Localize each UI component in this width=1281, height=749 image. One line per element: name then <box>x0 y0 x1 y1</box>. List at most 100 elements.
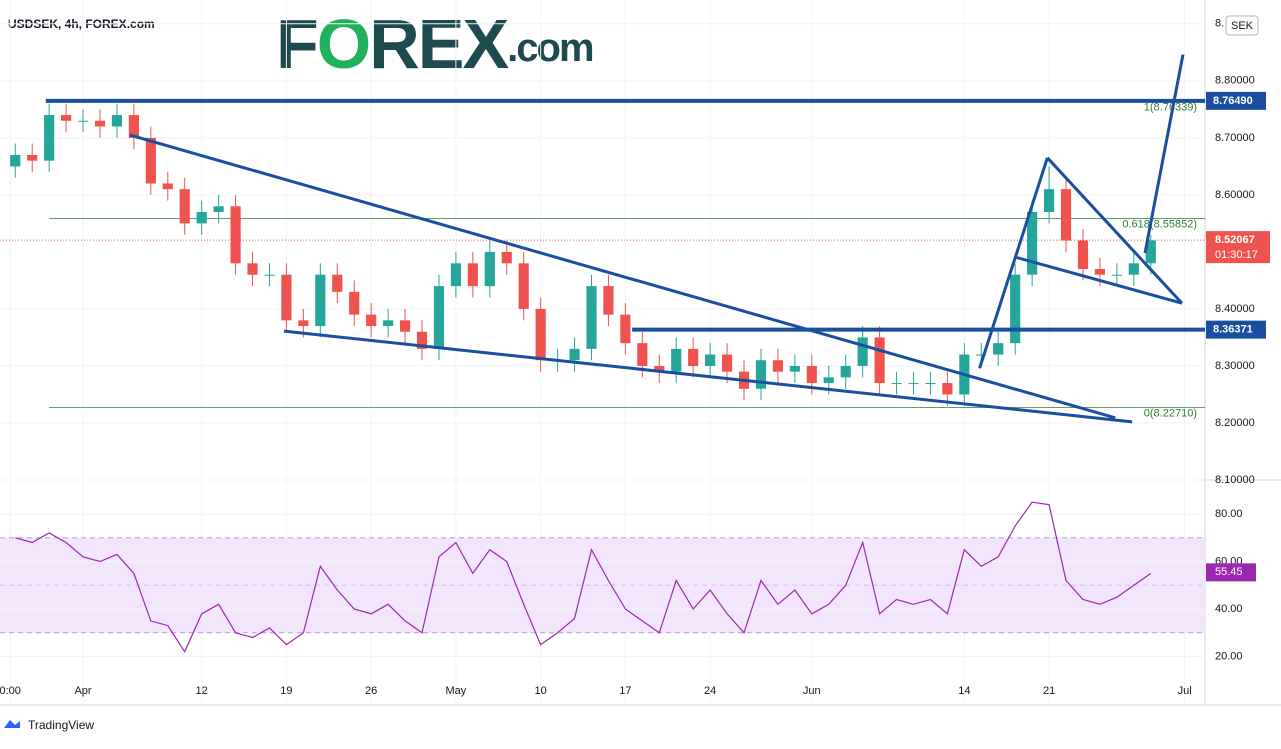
candle-body <box>976 354 987 356</box>
level-box <box>1206 91 1266 110</box>
candle-body <box>535 308 546 361</box>
trendline <box>283 329 1133 424</box>
candle-body <box>789 365 800 372</box>
candle-body <box>484 251 495 287</box>
candle-body <box>264 274 275 276</box>
candle-body <box>162 183 173 190</box>
x-tick-label: 0:00 <box>0 685 21 697</box>
trendline <box>1016 256 1183 305</box>
trendline <box>1143 54 1185 254</box>
x-tick-label: 21 <box>1043 685 1055 697</box>
x-tick-label: 24 <box>704 685 716 697</box>
x-tick-label: 14 <box>958 685 970 697</box>
candle-body <box>1027 211 1038 275</box>
candle-body <box>586 286 597 349</box>
fib-label: 0(8.22710) <box>1144 407 1197 419</box>
candle-body <box>721 354 733 372</box>
logo-part: F <box>276 5 317 83</box>
candle-body <box>366 314 377 327</box>
candle-body <box>654 365 665 372</box>
candle-body <box>10 154 21 167</box>
candle-body <box>44 115 55 161</box>
candle-body <box>755 360 767 389</box>
candle-body <box>1060 189 1072 241</box>
candle-body <box>230 206 241 264</box>
candle-body <box>569 348 580 361</box>
candle-body <box>1128 263 1139 275</box>
candle-body <box>637 343 648 366</box>
x-tick-label: Jun <box>803 685 821 697</box>
candle-body <box>908 383 919 385</box>
countdown: 01:30:17 <box>1215 249 1258 261</box>
tv-icon <box>4 720 20 728</box>
logo-part: O <box>317 5 369 83</box>
trendline <box>1046 156 1184 305</box>
candle-body <box>1043 189 1055 212</box>
logo-part: .com <box>507 26 593 70</box>
x-tick-label: May <box>446 685 467 697</box>
candle-body <box>281 274 292 321</box>
x-tick-label: 17 <box>619 685 631 697</box>
fib-label: 1(8.76339) <box>1144 102 1197 114</box>
candle-body <box>145 137 156 184</box>
current-price-box <box>1206 231 1270 264</box>
candle-body <box>298 320 309 327</box>
candle-body <box>111 115 123 127</box>
candle-body <box>196 211 207 224</box>
candle-body <box>620 314 631 344</box>
candle-body <box>179 189 190 224</box>
y-tick-label: 8.80000 <box>1215 75 1255 87</box>
candle-body <box>891 383 902 385</box>
currency-box[interactable] <box>1225 15 1259 36</box>
candle-body <box>399 320 411 332</box>
candle-body <box>213 206 224 212</box>
candle-body <box>1077 240 1089 270</box>
logo-part: REX <box>369 5 509 83</box>
y-tick-label: 80.00 <box>1215 508 1243 520</box>
candle-body <box>705 354 716 366</box>
candle-body <box>1094 269 1106 275</box>
level-label: 8.36371 <box>1213 324 1253 336</box>
fib-label: 0.618(8.55852) <box>1122 218 1197 230</box>
y-tick-label: 8.40000 <box>1215 303 1255 315</box>
candle-body <box>433 286 445 349</box>
candle-body <box>315 274 326 327</box>
candle-body <box>332 274 343 292</box>
candle-body <box>61 115 72 121</box>
logo: FOREX.com <box>276 5 593 83</box>
y-tick-label: 8. <box>1215 18 1224 30</box>
x-tick-label: 19 <box>280 685 292 697</box>
level-box <box>1206 320 1266 339</box>
rsi-last-label: 55.45 <box>1215 566 1243 578</box>
x-tick-label: 26 <box>365 685 377 697</box>
x-tick-label: Jul <box>1178 685 1192 697</box>
candle-body <box>874 337 885 384</box>
y-tick-label: 8.20000 <box>1215 417 1255 429</box>
candle-body <box>416 331 428 349</box>
candle-body <box>27 154 38 161</box>
rsi-line <box>15 501 1152 654</box>
candle-body <box>942 383 953 395</box>
candle-body <box>823 377 834 384</box>
candle-body <box>925 383 936 385</box>
y-tick-label: 8.30000 <box>1215 360 1255 372</box>
candle-body <box>806 365 817 384</box>
y-tick-label: 40.00 <box>1215 603 1243 615</box>
current-price-label: 8.52067 <box>1215 234 1255 246</box>
x-tick-label: 10 <box>535 685 547 697</box>
x-tick-label: Apr <box>74 685 91 697</box>
candle-body <box>993 343 1004 355</box>
candle-body <box>857 337 868 366</box>
candle-body <box>501 251 512 264</box>
candle-body <box>128 115 139 138</box>
y-tick-label: 20.00 <box>1215 650 1243 662</box>
candle-body <box>247 263 258 275</box>
footer[interactable]: TradingView <box>28 718 94 732</box>
candle-body <box>450 263 461 287</box>
candle-body <box>518 263 529 309</box>
candle-body <box>94 120 106 127</box>
candle-body <box>1111 274 1122 276</box>
rsi-box <box>1206 563 1256 582</box>
candle-body <box>1145 240 1156 264</box>
